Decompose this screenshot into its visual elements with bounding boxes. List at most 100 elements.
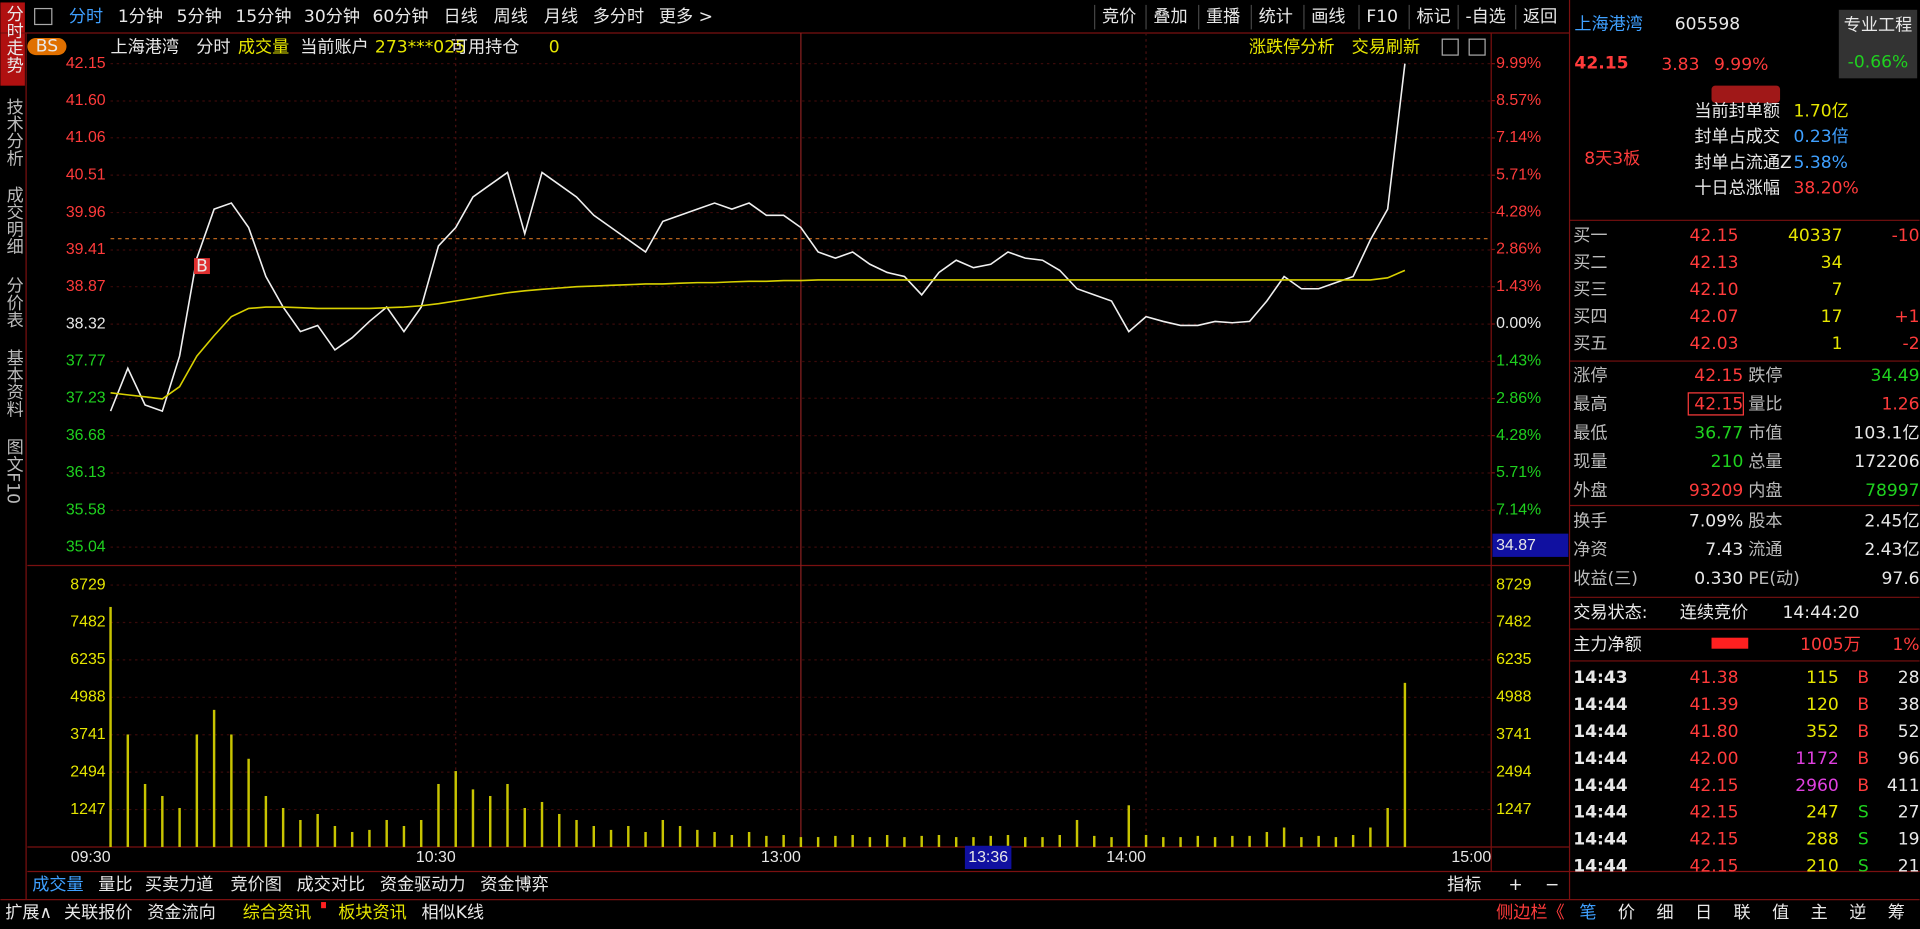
y-tick-label: 37.77: [66, 353, 106, 370]
timeframe-tab[interactable]: 日线: [443, 7, 477, 27]
bottom-link[interactable]: 综合资讯: [243, 903, 312, 923]
timeframe-tab[interactable]: 分时: [69, 7, 103, 27]
icon[interactable]: [1468, 38, 1486, 56]
y-tick-label: 1247: [70, 801, 106, 818]
timeframe-tab[interactable]: 5分钟: [177, 7, 222, 27]
cursor-y-box: [1492, 533, 1569, 557]
y-tick-label: 38.32: [66, 315, 106, 332]
bottom-link[interactable]: 关联报价: [64, 903, 133, 923]
sidebar-tab[interactable]: 分价表: [3, 277, 24, 328]
book-volume: 17: [1821, 307, 1843, 327]
sidebar-toggle[interactable]: 侧边栏《: [1496, 903, 1564, 923]
status-label: 交易状态:: [1573, 603, 1647, 623]
y2-tick-label: 1.43%: [1496, 278, 1541, 295]
panel-tab[interactable]: 值: [1772, 903, 1789, 923]
volume-bar: [799, 837, 803, 847]
indicator-tab[interactable]: 买卖力道: [145, 875, 214, 895]
stat-value: 7.09%: [1689, 511, 1743, 531]
indicator-control[interactable]: +: [1508, 875, 1522, 895]
indicator-tab[interactable]: 量比: [98, 875, 132, 895]
volume-bar: [299, 819, 302, 847]
toolbar-action[interactable]: 画线: [1311, 7, 1345, 27]
timeframe-tab[interactable]: 60分钟: [372, 7, 428, 27]
status-value: 连续竞价: [1680, 603, 1749, 623]
y2-tick-label: 1.43%: [1496, 352, 1541, 369]
toolbar-action[interactable]: 返回: [1523, 7, 1557, 27]
seal-value: 0.23倍: [1794, 127, 1849, 147]
toolbar-action[interactable]: 重播: [1206, 7, 1240, 27]
panel-tab[interactable]: 联: [1734, 903, 1751, 923]
toolbar-action[interactable]: F10: [1366, 7, 1398, 27]
stat-label: 换手: [1573, 511, 1607, 531]
menu-icon[interactable]: [34, 7, 53, 26]
volume-bar: [782, 834, 785, 847]
sidebar-tab[interactable]: 成交明细: [3, 186, 24, 255]
bottom-link[interactable]: 板块资讯: [338, 903, 407, 923]
indicator-tab[interactable]: 资金驱动力: [380, 875, 466, 895]
sidebar-tab[interactable]: 基本资料: [3, 349, 24, 418]
stat-value: 0.330: [1694, 569, 1743, 589]
timeframe-tab[interactable]: 1分钟: [118, 7, 163, 27]
collapse-button[interactable]: [1711, 85, 1781, 103]
link[interactable]: 交易刷新: [1352, 38, 1421, 58]
bottom-link[interactable]: 资金流向: [147, 903, 215, 923]
indicator-tab[interactable]: 成交对比: [297, 875, 366, 895]
trade-side: B: [1857, 668, 1869, 688]
volume-bar: [1248, 835, 1251, 847]
seal-value: 1.70亿: [1794, 101, 1849, 121]
timeframe-tab[interactable]: 30分钟: [304, 7, 360, 27]
badge[interactable]: BS: [36, 37, 58, 57]
toolbar-action[interactable]: 叠加: [1153, 7, 1187, 27]
x-tick-label: 09:30: [71, 849, 111, 866]
bottom-link[interactable]: 相似K线: [421, 903, 484, 923]
timeframe-tab[interactable]: 15分钟: [235, 7, 291, 27]
link[interactable]: 涨跌停分析: [1249, 38, 1335, 58]
indicator-tab[interactable]: 竞价图: [231, 875, 282, 895]
panel-tab[interactable]: 笔: [1579, 903, 1596, 923]
toolbar-action[interactable]: 标记: [1417, 7, 1451, 27]
stat-label: 总量: [1748, 452, 1782, 472]
timeframe-tab[interactable]: 周线: [494, 7, 528, 27]
tag[interactable]: 专业工程: [1844, 16, 1913, 36]
panel-tab[interactable]: 日: [1695, 903, 1712, 923]
timeframe-tab[interactable]: 月线: [544, 7, 578, 27]
sidebar-tab[interactable]: 图文F10: [3, 438, 24, 504]
volume-bar: [592, 825, 596, 847]
trade-time: 14:44: [1573, 695, 1628, 715]
y-tick-label: 41.60: [66, 92, 106, 109]
trade-side: S: [1858, 857, 1869, 877]
trade-count: 52: [1898, 722, 1920, 742]
timeframe-tab[interactable]: 多分时: [593, 7, 644, 27]
volume-bar: [264, 795, 268, 847]
trade-count: 21: [1898, 857, 1920, 877]
trade-price: 41.38: [1689, 668, 1738, 688]
sidebar-tab[interactable]: 分时走势: [3, 5, 24, 74]
timeframe-tab[interactable]: 更多 >: [659, 7, 713, 27]
board-count: 8天3板: [1584, 149, 1640, 169]
bottom-link[interactable]: 扩展∧: [5, 903, 52, 923]
panel-tab[interactable]: 细: [1656, 903, 1673, 923]
panel-tab[interactable]: 筹: [1888, 903, 1905, 923]
stat-label: 现量: [1573, 452, 1607, 472]
toolbar-action[interactable]: -自选: [1466, 7, 1506, 27]
bs-badge[interactable]: [27, 37, 67, 56]
panel-tab[interactable]: 逆: [1849, 903, 1866, 923]
panel-tab[interactable]: 主: [1811, 903, 1828, 923]
toolbar-action[interactable]: 竞价: [1102, 7, 1136, 27]
indicator-control[interactable]: 指标: [1447, 875, 1481, 895]
volume-bar: [540, 801, 544, 847]
volume-bar: [868, 837, 872, 847]
indicator-tab[interactable]: 资金博弈: [480, 875, 548, 895]
indicator-control[interactable]: −: [1545, 875, 1559, 895]
volume-bar: [161, 795, 164, 847]
book-label: 买五: [1573, 334, 1607, 354]
panel-tab[interactable]: 价: [1618, 903, 1635, 923]
volume-bar: [851, 834, 854, 847]
toolbar-action[interactable]: 统计: [1259, 7, 1293, 27]
cursor-y-label: 34.87: [1496, 537, 1536, 554]
indicator-tab[interactable]: 成交量: [32, 875, 83, 895]
sidebar-tab[interactable]: 技术分析: [3, 98, 24, 167]
book-price: 42.07: [1689, 307, 1738, 327]
trade-price: 42.15: [1689, 830, 1738, 850]
icon[interactable]: [1441, 38, 1459, 56]
